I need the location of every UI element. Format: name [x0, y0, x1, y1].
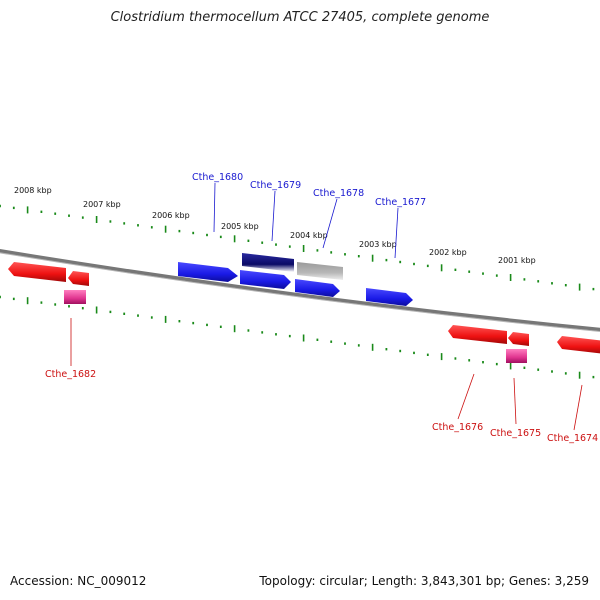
gene-arrow-reverse[interactable] — [68, 271, 89, 286]
kbp-label: 2001 kbp — [498, 256, 536, 265]
gene-arrow-selected[interactable] — [242, 253, 294, 272]
kbp-scale-bottom — [0, 295, 595, 379]
gene-arrow-reverse[interactable] — [557, 336, 600, 354]
kbp-label: 2008 kbp — [14, 186, 52, 195]
topology-text: Topology: circular; Length: 3,843,301 bp… — [259, 574, 589, 588]
gene-arrow-reverse[interactable] — [448, 325, 507, 344]
genome-backbone — [0, 249, 600, 332]
kbp-label: 2006 kbp — [152, 211, 190, 220]
kbp-label: 2005 kbp — [221, 222, 259, 231]
gene-arrow-reverse[interactable] — [508, 332, 529, 346]
gene-label[interactable]: Cthe_1682 — [45, 369, 96, 380]
gene-arrow-forward[interactable] — [240, 270, 291, 289]
accession-text: Accession: NC_009012 — [10, 574, 147, 588]
gene-label[interactable]: Cthe_1676 — [432, 422, 483, 433]
gene-arrow-reverse[interactable] — [8, 262, 66, 282]
gene-label[interactable]: Cthe_1674 — [547, 433, 598, 444]
gene-label[interactable]: Cthe_1675 — [490, 428, 541, 439]
gene-label[interactable]: Cthe_1678 — [313, 188, 364, 199]
gene-label[interactable]: Cthe_1680 — [192, 172, 243, 183]
kbp-label: 2007 kbp — [83, 200, 121, 209]
kbp-label: 2003 kbp — [359, 240, 397, 249]
gene-rna[interactable] — [506, 349, 527, 363]
gene-arrow-forward[interactable] — [178, 262, 238, 282]
gene-arrow-pseudo[interactable] — [297, 262, 343, 280]
gene-rna[interactable] — [64, 290, 86, 304]
genome-title: Clostridium thermocellum ATCC 27405, com… — [110, 10, 490, 25]
gene-label[interactable]: Cthe_1677 — [375, 197, 426, 208]
kbp-label: 2002 kbp — [429, 248, 467, 257]
gene-arrow-forward[interactable] — [366, 288, 413, 306]
gene-arrow-forward[interactable] — [295, 279, 340, 297]
kbp-scale-top — [0, 204, 595, 291]
gene-label[interactable]: Cthe_1679 — [250, 180, 301, 191]
kbp-label: 2004 kbp — [290, 231, 328, 240]
